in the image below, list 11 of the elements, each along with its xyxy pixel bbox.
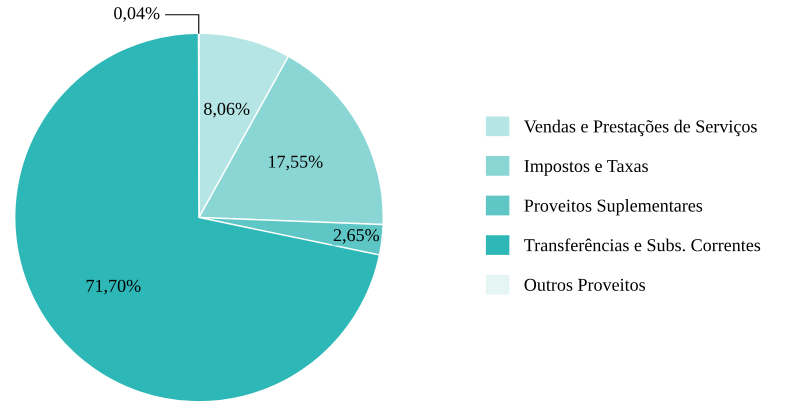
pie-slice: [14, 32, 380, 402]
data-label: 71,70%: [86, 280, 141, 294]
data-label: 8,06%: [204, 102, 250, 118]
legend-label: Vendas e Prestações de Serviços: [524, 120, 757, 136]
data-label: 0,04%: [114, 7, 160, 22]
legend-label: Transferências e Subs. Correntes: [524, 238, 760, 252]
legend-label: Impostos e Taxas: [524, 160, 648, 176]
data-label: 17,55%: [269, 156, 323, 170]
legend-label: Proveitos Suplementares: [524, 198, 702, 216]
data-label: 2,65%: [334, 229, 380, 244]
legend-label: Outros Proveitos: [524, 278, 646, 291]
